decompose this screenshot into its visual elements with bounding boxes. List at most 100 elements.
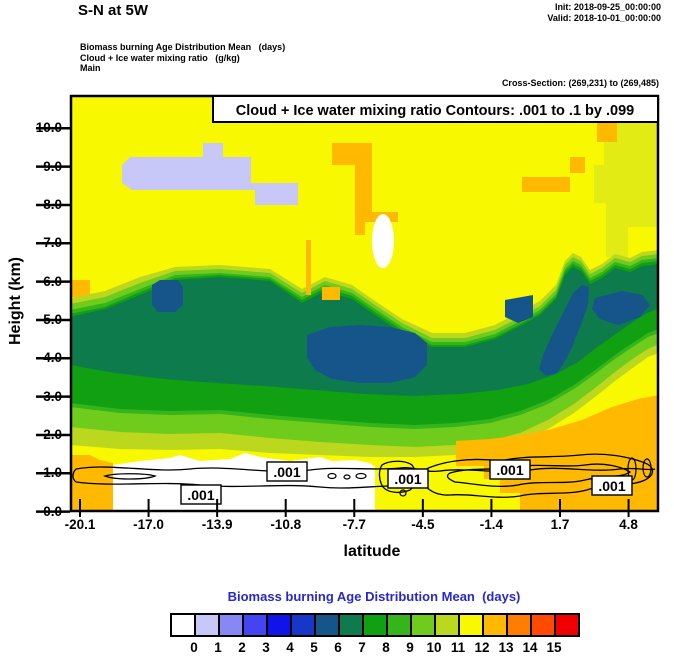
colorbar-cell-13 xyxy=(482,615,506,635)
cloud-ice-contour-3 xyxy=(103,473,157,480)
axis-ticks xyxy=(36,127,630,517)
cloud-ice-contour-loop-2 xyxy=(355,472,367,480)
cloud-ice-contour-loop-1 xyxy=(343,474,351,480)
x-tick-label--1.4: -1.4 xyxy=(479,517,504,532)
x-tick-label--13.9: -13.9 xyxy=(201,517,233,532)
colorbar-cell-7 xyxy=(338,615,362,635)
colorbar-cell-12 xyxy=(458,615,482,635)
x-tick-label--7.7: -7.7 xyxy=(342,517,366,532)
contour-label-0: .001 xyxy=(187,487,214,503)
contour-lines: .001 .001 .001 .001 .001 xyxy=(72,453,656,505)
subtitle-contour-field: Cloud + Ice water mixing ratio (g/kg) xyxy=(80,52,240,63)
colorbar-label-11: 11 xyxy=(450,640,466,655)
timestamp-block: Init: 2018-09-25_00:00:00 Valid: 2018-10… xyxy=(547,2,661,24)
plot-canvas: .001 .001 .001 .001 .001 Cloud + Ice water m… xyxy=(36,94,660,517)
x-tick-label--17.0: -17.0 xyxy=(133,517,164,532)
colorbar-label-12: 12 xyxy=(474,640,490,655)
cloud-ice-contour-4 xyxy=(419,453,654,498)
cloud-ice-contour-1 xyxy=(75,481,401,489)
golden-blob-small xyxy=(322,287,340,300)
colorbar-cell-10 xyxy=(410,615,434,635)
white-oval xyxy=(372,214,394,268)
contour-label-box-0 xyxy=(180,484,222,505)
golden-thin-strip xyxy=(306,240,311,295)
golden-top-right-corner xyxy=(597,123,617,142)
filled-contour-field xyxy=(70,95,659,512)
x-tick-label-4.8: 4.8 xyxy=(619,517,638,532)
x-tick-label--4.5: -4.5 xyxy=(411,517,435,532)
y-tick-label-7.0: 7.0 xyxy=(43,235,62,251)
contour-label-4: .001 xyxy=(598,478,625,494)
y-tick-label-1.0: 1.0 xyxy=(43,465,62,481)
colorbar-label-6: 6 xyxy=(334,640,342,655)
colorbar-cell-2 xyxy=(218,615,242,635)
subtitle-domain: Main xyxy=(80,63,101,73)
steelblue-core-right xyxy=(592,291,650,325)
colorbar-cell-9 xyxy=(386,615,410,635)
y-tick-label-4.0: 4.0 xyxy=(43,350,62,366)
x-tick-label-1.7: 1.7 xyxy=(550,517,570,532)
greenish-yellow-upper-right xyxy=(594,123,659,257)
y-tick-label-10.0: 10.0 xyxy=(35,120,62,136)
cross-section-label: Cross-Section: (269,231) to (269,485) xyxy=(501,78,659,88)
colorbar-label-9: 9 xyxy=(406,640,414,655)
cloud-ice-contour-loop-5 xyxy=(399,489,407,497)
colorbar-cell-11 xyxy=(434,615,458,635)
x-tick-label--20.1: -20.1 xyxy=(64,517,96,532)
colorbar-cell-15 xyxy=(530,615,554,635)
golden-hook xyxy=(332,143,398,235)
colorbar-label-8: 8 xyxy=(382,640,390,655)
steelblue-core-diagonal xyxy=(539,285,589,376)
steelblue-core-left-big xyxy=(307,325,427,383)
valid-time: Valid: 2018-10-01_00:00:00 xyxy=(547,13,661,23)
colorbar-label-7: 7 xyxy=(358,640,366,655)
cloud-ice-contour-loop-4 xyxy=(642,458,652,478)
x-tick-label--10.8: -10.8 xyxy=(270,517,302,532)
colorbar-cell-6 xyxy=(314,615,338,635)
colorbar-title: Biomass burning Age Distribution Mean (d… xyxy=(227,589,521,604)
y-tick-label-8.0: 8.0 xyxy=(43,196,62,212)
cloud-ice-contour-2 xyxy=(72,468,77,483)
steelblue-core-left-small xyxy=(152,280,183,312)
x-axis-title: latitude xyxy=(343,543,401,560)
golden-small-9km xyxy=(570,157,585,173)
colorbar-label-4: 4 xyxy=(286,640,294,655)
cloud-ice-contour-0 xyxy=(75,466,656,473)
colorbar-label-1: 1 xyxy=(214,640,222,655)
colorbar-label-3: 3 xyxy=(262,640,270,655)
colorbar-labels: 0 1 2 3 4 5 6 7 8 9 10 11 12 13 14 15 xyxy=(0,640,674,656)
contour-info-box xyxy=(212,95,659,123)
contour-info-text: Cloud + Ice water mixing ratio Contours:… xyxy=(236,103,634,119)
y-tick-label-6.0: 6.0 xyxy=(43,273,62,289)
colorbar-cell-5 xyxy=(290,615,314,635)
contour-label-box-2 xyxy=(387,468,429,489)
y-tick-label-3.0: 3.0 xyxy=(43,388,62,404)
contour-label-box-1 xyxy=(266,461,308,482)
cloud-ice-contour-6 xyxy=(378,460,417,494)
colorbar-cell-8 xyxy=(362,615,386,635)
y-tick-label-0.0: 0.0 xyxy=(43,503,62,519)
white-bottom-band xyxy=(113,453,375,512)
y-tick-label-9.0: 9.0 xyxy=(43,158,62,174)
colorbar-label-14: 14 xyxy=(522,640,538,655)
contour-label-3: .001 xyxy=(496,462,523,478)
y-axis-title: Height (km) xyxy=(7,257,24,345)
y-tick-label-2.0: 2.0 xyxy=(43,426,62,442)
init-time: Init: 2018-09-25_00:00:00 xyxy=(554,2,661,12)
y-tick-label-5.0: 5.0 xyxy=(43,311,62,327)
colorbar-label-10: 10 xyxy=(426,640,442,655)
lavender-patch xyxy=(122,143,298,205)
contour-label-box-3 xyxy=(489,459,531,480)
subtitle-block: Biomass burning Age Distribution Mean (d… xyxy=(80,42,285,74)
colorbar-cell-14 xyxy=(506,615,530,635)
subtitle-fill-field: Biomass burning Age Distribution Mean (d… xyxy=(80,42,286,52)
golden-bar-8km xyxy=(522,177,570,192)
colorbar-label-13: 13 xyxy=(498,640,514,655)
colorbar-cell-16 xyxy=(554,615,578,635)
contour-plot: .001 .001 .001 .001 .001 Cloud + Ice water m… xyxy=(36,94,660,517)
page-title: S-N at 5W xyxy=(78,2,149,19)
colorbar-cell-4 xyxy=(266,615,290,635)
colorbar-label-15: 15 xyxy=(546,640,562,655)
golden-left-edge-spot xyxy=(70,280,90,297)
